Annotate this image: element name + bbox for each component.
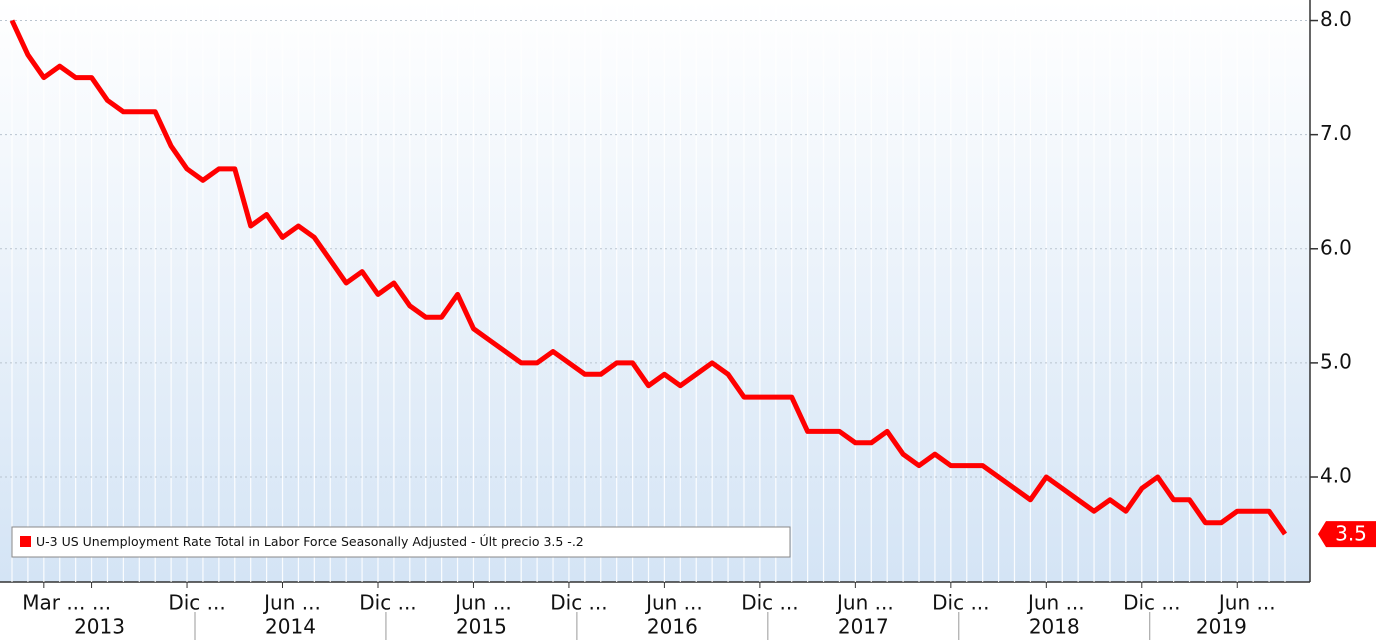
x-tick-label: Dic ...	[168, 591, 225, 615]
year-label: 2018	[1029, 615, 1080, 639]
x-tick-label: Jun ...	[835, 591, 894, 615]
y-tick-label: 8.0	[1320, 7, 1352, 31]
legend-label: U-3 US Unemployment Rate Total in Labor …	[36, 534, 584, 549]
year-label: 2019	[1196, 615, 1247, 639]
x-tick-label: Jun ...	[262, 591, 321, 615]
year-label: 2013	[74, 615, 125, 639]
year-label: 2014	[265, 615, 316, 639]
plot	[9, 19, 1288, 536]
x-tick-label: Dic ...	[1123, 591, 1180, 615]
x-tick-label: Dic ...	[932, 591, 989, 615]
legend-suffix: - Últ precio 3.5 -.2	[471, 534, 584, 549]
x-tick-label: Dic ...	[550, 591, 607, 615]
y-tick-label: 5.0	[1320, 349, 1352, 373]
line-series	[9, 19, 1288, 536]
plot-background	[0, 0, 1310, 582]
x-tick-label: Jun ...	[453, 591, 512, 615]
axes: 4.0 5.0 6.0 7.0 8.0 Mar ...... Dic ... Jun ... D…	[22, 7, 1376, 640]
year-label: 2016	[647, 615, 698, 639]
x-tick-label: Dic ...	[741, 591, 798, 615]
year-label: 2017	[838, 615, 889, 639]
legend: U-3 US Unemployment Rate Total in Labor …	[11, 526, 791, 558]
last-value-label: 3.5	[1335, 522, 1367, 546]
x-tick-label: Dic ...	[359, 591, 416, 615]
legend-series-name: U-3 US Unemployment Rate Total in Labor …	[36, 534, 467, 549]
year-label: 2015	[456, 615, 507, 639]
x-tick-label: ...	[92, 591, 111, 615]
x-tick-label: Jun ...	[1217, 591, 1276, 615]
y-tick-label: 6.0	[1320, 235, 1352, 259]
legend-swatch	[20, 536, 31, 547]
grid	[0, 20, 1310, 478]
x-tick-label: Jun ...	[644, 591, 703, 615]
x-tick-label: Jun ...	[1026, 591, 1085, 615]
legend-box	[11, 526, 791, 558]
y-tick-label: 7.0	[1320, 121, 1352, 145]
last-value-tag	[1318, 521, 1376, 548]
y-tick-label: 4.0	[1320, 464, 1352, 488]
x-tick-label: Mar ...	[22, 591, 85, 615]
